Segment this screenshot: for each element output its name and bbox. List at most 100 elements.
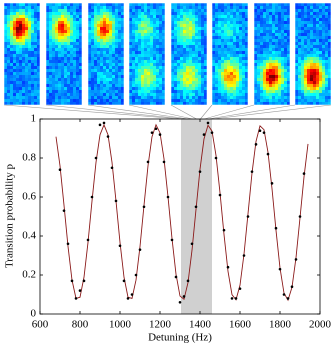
pixel — [328, 6, 331, 9]
pixel — [19, 96, 22, 99]
pixel — [180, 45, 183, 48]
pixel — [79, 36, 82, 39]
pixel — [153, 18, 156, 21]
pixel — [121, 54, 124, 57]
pixel — [118, 9, 121, 12]
pixel — [310, 84, 313, 87]
pixel — [328, 81, 331, 84]
pixel — [156, 15, 159, 18]
pixel — [79, 78, 82, 81]
pixel — [204, 45, 207, 48]
pixel — [147, 3, 150, 6]
pixel — [28, 93, 31, 96]
pixel — [109, 87, 112, 90]
pixel — [301, 102, 304, 105]
pixel — [115, 48, 118, 51]
pixel — [61, 75, 64, 78]
pixel — [10, 30, 13, 33]
pixel — [186, 42, 189, 45]
pixel — [37, 27, 40, 30]
pixel — [46, 87, 49, 90]
pixel — [22, 54, 25, 57]
pixel — [55, 69, 58, 72]
pixel — [263, 36, 266, 39]
pixel — [132, 3, 135, 6]
pixel — [156, 84, 159, 87]
pixel — [153, 87, 156, 90]
pixel — [4, 102, 7, 105]
pixel — [118, 102, 121, 105]
x-tick-label: 1600 — [229, 319, 252, 331]
pixel — [118, 48, 121, 51]
pixel — [97, 15, 100, 18]
pixel — [64, 51, 67, 54]
pixel — [233, 60, 236, 63]
pixel — [144, 102, 147, 105]
pixel — [266, 81, 269, 84]
pixel — [278, 102, 281, 105]
pixel — [304, 72, 307, 75]
pixel — [10, 36, 13, 39]
pixel — [49, 33, 52, 36]
pixel — [272, 3, 275, 6]
pixel — [322, 54, 325, 57]
pixel — [239, 81, 242, 84]
pixel — [242, 3, 245, 6]
pixel — [218, 96, 221, 99]
pixel — [100, 30, 103, 33]
pixel — [281, 66, 284, 69]
pixel — [46, 30, 49, 33]
pixel — [201, 42, 204, 45]
pixel — [239, 18, 242, 21]
pixel — [156, 18, 159, 21]
pixel — [287, 39, 290, 42]
pixel — [201, 66, 204, 69]
pixel — [218, 6, 221, 9]
pixel — [298, 63, 301, 66]
pixel — [153, 72, 156, 75]
pixel — [4, 72, 7, 75]
pixel — [19, 81, 22, 84]
pixel — [150, 24, 153, 27]
pixel — [49, 66, 52, 69]
pixel — [73, 6, 76, 9]
pixel — [257, 54, 260, 57]
pixel — [328, 42, 331, 45]
pixel — [97, 45, 100, 48]
pixel — [236, 81, 239, 84]
pixel — [272, 57, 275, 60]
pixel — [25, 90, 28, 93]
pixel — [135, 78, 138, 81]
pixel — [254, 27, 257, 30]
pixel — [198, 6, 201, 9]
pixel — [22, 90, 25, 93]
pixel — [212, 75, 215, 78]
pixel — [141, 63, 144, 66]
pixel — [281, 12, 284, 15]
pixel — [307, 3, 310, 6]
pixel — [310, 63, 313, 66]
pixel — [218, 18, 221, 21]
pixel — [257, 42, 260, 45]
pixel — [144, 9, 147, 12]
pixel — [260, 27, 263, 30]
pixel — [307, 93, 310, 96]
data-point — [151, 131, 154, 134]
pixel — [204, 66, 207, 69]
pixel — [58, 12, 61, 15]
pixel — [162, 21, 165, 24]
pixel — [221, 24, 224, 27]
pixel — [70, 75, 73, 78]
pixel — [37, 66, 40, 69]
pixel — [295, 99, 298, 102]
pixel — [7, 15, 10, 18]
pixel — [58, 42, 61, 45]
pixel — [224, 102, 227, 105]
pixel — [224, 36, 227, 39]
pixel — [162, 51, 165, 54]
pixel — [76, 39, 79, 42]
pixel — [58, 81, 61, 84]
pixel — [4, 81, 7, 84]
pixel — [19, 39, 22, 42]
